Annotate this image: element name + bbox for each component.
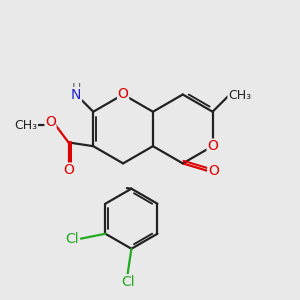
Text: O: O — [45, 115, 56, 129]
Text: N: N — [71, 88, 81, 102]
Text: O: O — [118, 88, 128, 101]
Text: Cl: Cl — [121, 275, 134, 289]
Text: CH₃: CH₃ — [14, 119, 37, 132]
Text: H: H — [71, 82, 81, 95]
Text: CH₃: CH₃ — [228, 88, 251, 102]
Text: O: O — [208, 164, 219, 178]
Text: O: O — [207, 139, 218, 153]
Text: O: O — [63, 163, 74, 177]
Text: Cl: Cl — [65, 232, 79, 246]
